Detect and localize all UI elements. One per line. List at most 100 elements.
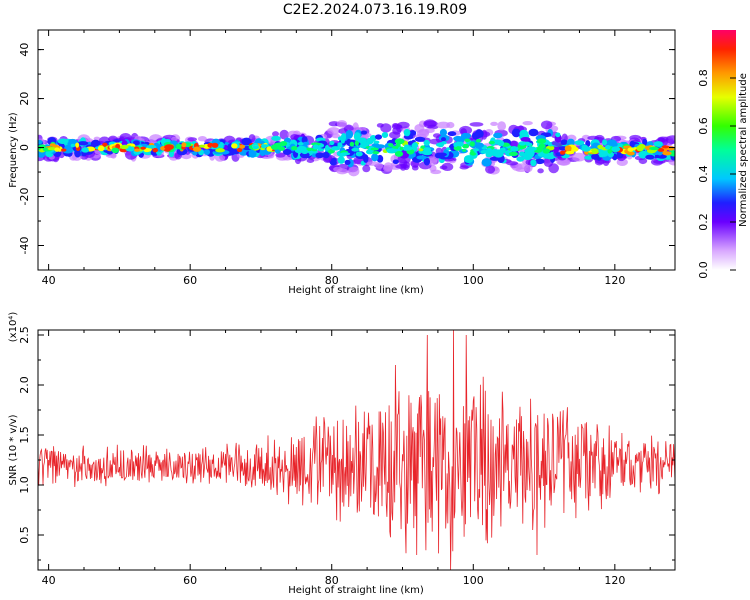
spectrogram-x-tick-label: 40 (42, 274, 56, 287)
spectrogram-blob (518, 141, 526, 146)
spectrogram-x-tick-label: 120 (604, 274, 625, 287)
spectrogram-blob (646, 141, 654, 147)
spectrogram-blob (510, 146, 519, 152)
spectrogram-blob (557, 158, 571, 166)
spectrogram-blob (499, 147, 506, 151)
snr-x-tick-label: 40 (42, 574, 56, 587)
spectrogram-blob (231, 143, 238, 149)
spectrogram-blob (388, 143, 394, 147)
spectrogram-blob (497, 121, 507, 131)
snr-x-tick-label: 120 (604, 574, 625, 587)
spectrogram-blob (542, 148, 551, 154)
spectrogram-blob (312, 144, 319, 150)
spectrogram-blob (574, 140, 585, 146)
colorbar: 0.0 0.2 0.4 0.6 0.8 Normalized spectral ampl… (697, 30, 749, 279)
spectrogram-blob (38, 139, 43, 145)
snr-x-ticks: 40 60 80 100 120 (42, 330, 651, 587)
snr-y-ticks: 0.5 1.0 1.5 2.0 2.5 (18, 326, 675, 561)
spectrogram-blob (661, 145, 670, 149)
spectrogram-blob (348, 166, 360, 177)
colorbar-tick-label: 0.8 (697, 69, 710, 87)
spectrogram-blob (591, 148, 596, 152)
spectrogram-blob (340, 139, 345, 144)
spectrogram-blob (248, 148, 257, 158)
spectrogram-blob (239, 144, 246, 149)
spectrogram-blob (536, 138, 547, 144)
spectrogram-blob (463, 155, 474, 164)
spectrogram-blob (604, 144, 611, 150)
spectrogram-blob (424, 120, 438, 127)
spectrogram-blob (597, 153, 605, 158)
spectrogram-blob (490, 121, 498, 126)
spectrogram-blob (662, 151, 672, 156)
spectrogram-blob (324, 147, 330, 151)
snr-x-tick-label: 60 (183, 574, 197, 587)
spectrogram-blob (396, 124, 403, 133)
spectrogram-blob (373, 140, 380, 144)
spectrogram-blob (366, 161, 380, 166)
spectrogram-blob (518, 151, 525, 157)
spectrogram-blob (464, 138, 471, 143)
spectrogram-blob (394, 138, 405, 145)
spectrogram-blob (412, 142, 418, 147)
spectrogram-blob (279, 140, 288, 147)
spectrogram-blob (423, 147, 432, 153)
spectrogram-blob (508, 151, 519, 157)
spectrogram-blob (649, 146, 660, 151)
spectrogram-blob (414, 136, 426, 142)
spectrogram-x-axis-label: Height of straight line (km) (288, 285, 424, 296)
spectrogram-blob (441, 162, 454, 172)
spectrogram-blob (376, 154, 384, 163)
spectrogram-y-ticks: 40 20 0 -20 -40 (18, 43, 675, 271)
spectrogram-blob (381, 131, 389, 139)
spectrogram-blob (437, 142, 445, 148)
spectrogram-blob (152, 147, 159, 153)
spectrogram-blob (370, 147, 379, 151)
spectrogram-blob (119, 145, 129, 150)
spectrogram-blob (380, 123, 392, 133)
spectrogram-heatmap (38, 119, 675, 177)
spectrogram-blob (236, 147, 243, 153)
spectrogram-blob (181, 142, 187, 148)
spectrogram-blob (515, 167, 527, 173)
spectrogram-blob (537, 168, 544, 174)
spectrogram-blob (279, 129, 289, 140)
spectrogram-blob (175, 143, 183, 150)
spectrogram-blob (572, 152, 586, 162)
spectrogram-blob (560, 139, 568, 146)
spectrogram-blob (146, 145, 157, 149)
spectrogram-blob (469, 122, 484, 127)
spectrogram-blob (472, 148, 480, 152)
spectrogram-y-tick-label: 0 (18, 144, 31, 151)
spectrogram-blob (132, 140, 140, 146)
spectrogram-blob (462, 143, 470, 149)
spectrogram-blob (526, 142, 533, 146)
spectrogram-blob (457, 141, 464, 147)
spectrogram-blob (464, 133, 472, 139)
spectrogram-blob (197, 136, 207, 142)
spectrogram-blob (340, 152, 351, 156)
spectrogram-blob (336, 168, 348, 175)
spectrogram-blob (354, 140, 359, 146)
snr-x-axis-label: Height of straight line (km) (288, 585, 424, 596)
spectrogram-blob (511, 128, 521, 138)
spectrogram-blob (371, 153, 379, 162)
spectrogram-blob (602, 139, 608, 146)
spectrogram-blob (134, 148, 141, 152)
spectrogram-blob (337, 142, 343, 148)
spectrogram-blob (540, 120, 553, 130)
spectrogram-blob (270, 144, 280, 150)
spectrogram-blob (203, 149, 211, 155)
spectrogram-blob (357, 137, 367, 144)
spectrogram-blob (301, 149, 309, 155)
spectrogram-y-tick-label: 20 (18, 92, 31, 106)
spectrogram-blob (372, 150, 380, 155)
spectrogram-blob (498, 140, 505, 147)
spectrogram-blob (336, 120, 348, 128)
snr-y-tick-label: 1.5 (18, 426, 31, 444)
spectrogram-blob (436, 121, 451, 129)
spectrogram-blob (306, 158, 315, 163)
spectrogram-blob (241, 137, 252, 146)
spectrogram-blob (469, 141, 475, 147)
